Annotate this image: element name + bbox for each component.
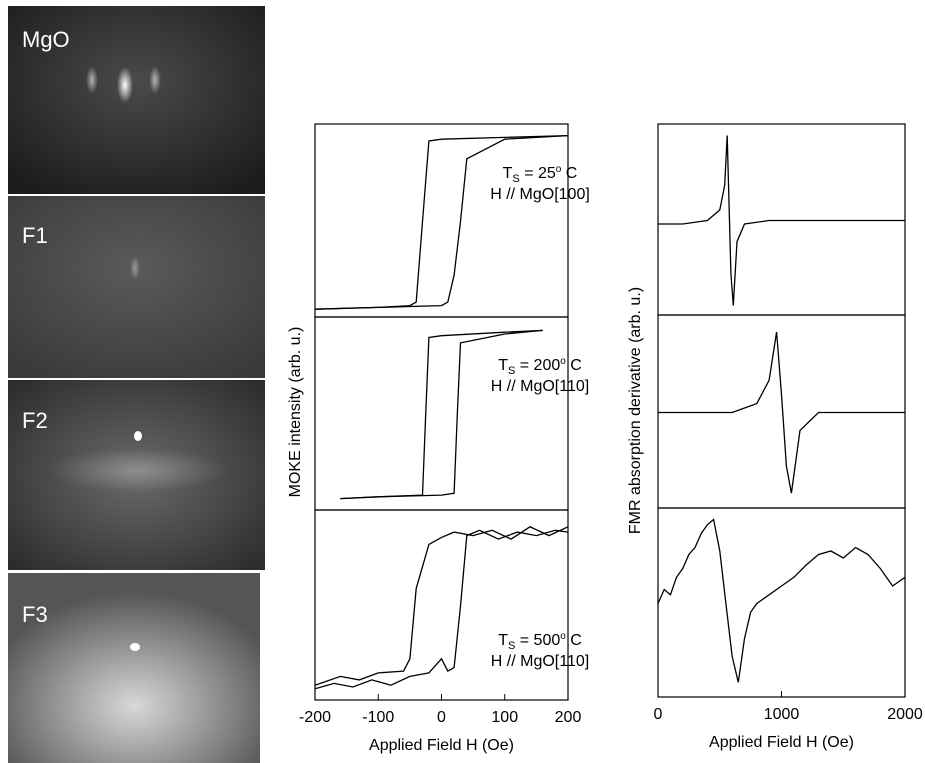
annotation: H // MgO[110] bbox=[491, 378, 589, 395]
curve bbox=[658, 332, 905, 493]
panel-frame bbox=[658, 315, 905, 508]
annotation: TS = 500o C bbox=[498, 631, 582, 652]
diffraction-spot bbox=[130, 256, 140, 280]
image-label: F3 bbox=[22, 602, 48, 627]
rheed-images bbox=[8, 6, 265, 763]
annotation-part: = 25 bbox=[520, 165, 556, 182]
annotation: TS = 25o C bbox=[503, 164, 578, 185]
annotation: TS = 200o C bbox=[498, 356, 582, 377]
x-tick-label: 200 bbox=[555, 709, 582, 726]
curve bbox=[340, 330, 542, 498]
annotation-part: C bbox=[566, 632, 582, 649]
x-tick-label: 1000 bbox=[764, 706, 800, 723]
x-tick-label: -100 bbox=[362, 709, 394, 726]
curve bbox=[658, 520, 905, 683]
diffraction-spot bbox=[149, 66, 161, 94]
x-tick-label: 100 bbox=[491, 709, 518, 726]
annotation-part: = 200 bbox=[515, 357, 560, 374]
annotation-part: S bbox=[508, 365, 515, 377]
curve bbox=[315, 136, 568, 310]
x-tick-label: -200 bbox=[299, 709, 331, 726]
annotation-part: = 500 bbox=[515, 632, 560, 649]
panel-frame bbox=[315, 510, 568, 700]
image-label: F2 bbox=[22, 408, 48, 433]
image-label: F1 bbox=[22, 223, 48, 248]
curve bbox=[315, 136, 568, 310]
curve bbox=[340, 330, 542, 498]
diffraction-spot bbox=[117, 67, 133, 103]
annotation-part: S bbox=[508, 640, 515, 652]
annotation-part: T bbox=[498, 632, 508, 649]
y-axis-label: FMR absorption derivative (arb. u.) bbox=[627, 287, 644, 534]
diffraction-spot bbox=[134, 431, 142, 441]
panel-frame bbox=[658, 124, 905, 315]
annotation: H // MgO[100] bbox=[490, 186, 590, 203]
figure: MgOF1F2F3TS = 25o CH // MgO[100]TS = 200… bbox=[0, 0, 925, 763]
annotation-part: C bbox=[561, 165, 577, 182]
x-tick-label: 2000 bbox=[887, 706, 923, 723]
x-axis-label: Applied Field H (Oe) bbox=[709, 734, 854, 751]
x-tick-label: 0 bbox=[437, 709, 446, 726]
diffraction-spot bbox=[130, 643, 140, 651]
annotation-part: S bbox=[512, 173, 519, 185]
image-label: MgO bbox=[22, 27, 70, 52]
x-tick-label: 0 bbox=[654, 706, 663, 723]
diffraction-glow bbox=[48, 448, 228, 492]
annotation: H // MgO[110] bbox=[491, 653, 589, 670]
annotation-part: T bbox=[503, 165, 513, 182]
x-axis-label: Applied Field H (Oe) bbox=[369, 737, 514, 754]
panel-frame bbox=[658, 508, 905, 697]
y-axis-label: MOKE intensity (arb. u.) bbox=[287, 327, 304, 498]
diffraction-spot bbox=[86, 66, 98, 94]
curve bbox=[658, 136, 905, 306]
annotation-part: T bbox=[498, 357, 508, 374]
panel-frame bbox=[315, 124, 568, 317]
annotation-part: C bbox=[566, 357, 582, 374]
panel-frame bbox=[315, 317, 568, 510]
